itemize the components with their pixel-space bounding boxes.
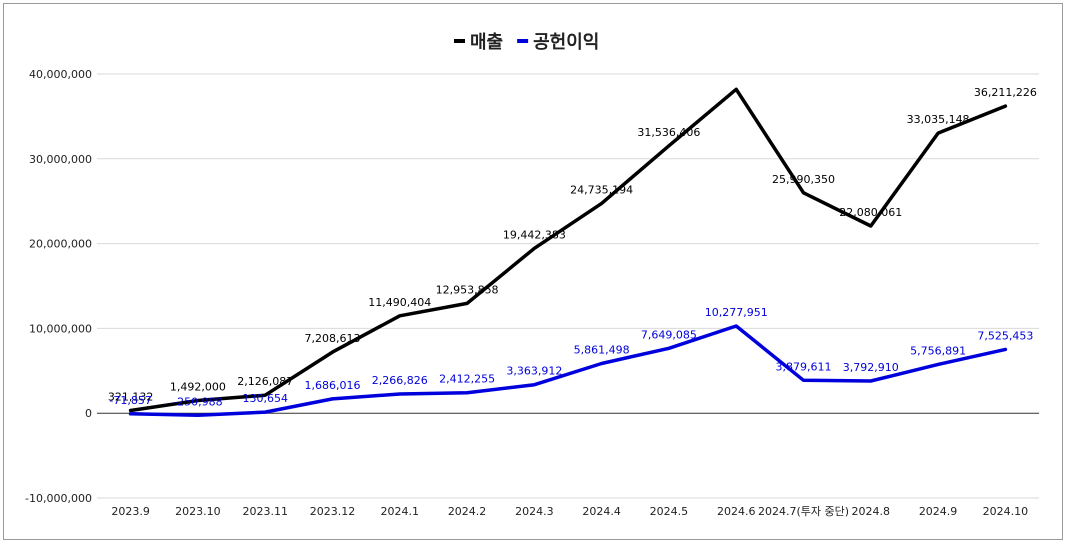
series-layer [128,87,1008,418]
data-label: 10,277,951 [705,306,768,319]
legend: 매출 공헌이익 [454,32,599,53]
data-label: 25,990,350 [772,173,835,186]
x-tick-label: 2024.10 [983,505,1029,518]
chart-frame: 매출 공헌이익 -10,000,000 0 10,000,000 20,000,000 3… [3,3,1063,540]
x-tick-label: 2023.12 [310,505,356,518]
x-tick-label: 2024.3 [515,505,554,518]
y-axis: -10,000,000 0 10,000,000 20,000,000 30,000,0… [25,68,92,505]
data-label: 7,525,453 [977,329,1033,342]
x-tick-label: 2024.2 [448,505,487,518]
x-tick-label: 2023.11 [242,505,288,518]
data-label: 36,211,226 [974,86,1037,99]
data-label: 5,756,891 [910,344,966,357]
gridlines [97,73,1039,499]
y-tick-label: 40,000,000 [29,68,92,81]
data-label: -71,857 [109,394,151,407]
x-tick-label: 2024.6 [717,505,756,518]
y-tick-label: 30,000,000 [29,153,92,166]
legend-swatch [517,39,529,43]
x-axis: 2023.9 2023.10 2023.11 2023.12 2024.1 2024.2 2… [111,505,1028,518]
data-label: 3,792,910 [843,361,899,374]
series-line-sales [128,87,1008,413]
x-tick-label: 2024.9 [919,505,958,518]
data-label: 2,266,826 [372,374,428,387]
x-tick-label: 2024.8 [852,505,891,518]
data-label: 19,442,383 [503,228,566,241]
line-chart: 매출 공헌이익 -10,000,000 0 10,000,000 20,000,000 3… [25,32,1039,518]
data-label: 22,080,061 [839,206,902,219]
data-label: 1,686,016 [305,379,361,392]
x-tick-label: 2024.1 [381,505,420,518]
x-tick-label: 2024.7(투자 중단) [758,505,849,518]
series-line-contribution-profit [128,324,1008,418]
data-label: 2,412,255 [439,373,495,386]
data-label: 2,126,087 [237,375,293,388]
data-label: 11,490,404 [368,296,431,309]
data-label: 24,735,194 [570,183,633,196]
x-tick-label: 2023.10 [175,505,221,518]
y-tick-label: 0 [85,407,92,420]
data-label: 3,879,611 [776,360,832,373]
legend-swatch [454,39,465,43]
legend-label: 공헌이익 [533,32,599,53]
legend-label: 매출 [470,32,503,53]
y-tick-label: 20,000,000 [29,238,92,251]
data-label: 12,953,858 [436,283,499,296]
x-tick-label: 2023.9 [111,505,150,518]
data-label: 5,861,498 [574,343,630,356]
x-tick-label: 2024.5 [650,505,689,518]
data-label: 321,132 [108,390,154,403]
data-label: 130,654 [242,392,288,405]
data-label: -250,988 [173,395,222,408]
data-label: 1,492,000 [170,381,226,394]
data-label: 7,649,085 [641,328,697,341]
data-label: 3,363,912 [506,365,562,378]
data-label: 31,536,406 [637,126,700,139]
data-labels: 321,132 1,492,000 2,126,087 7,208,613 11,490… [108,86,1037,408]
y-tick-label: 10,000,000 [29,322,92,335]
x-tick-label: 2024.4 [582,505,621,518]
data-label: 33,035,148 [907,113,970,126]
y-tick-label: -10,000,000 [25,492,92,505]
data-label: 7,208,613 [305,332,361,345]
